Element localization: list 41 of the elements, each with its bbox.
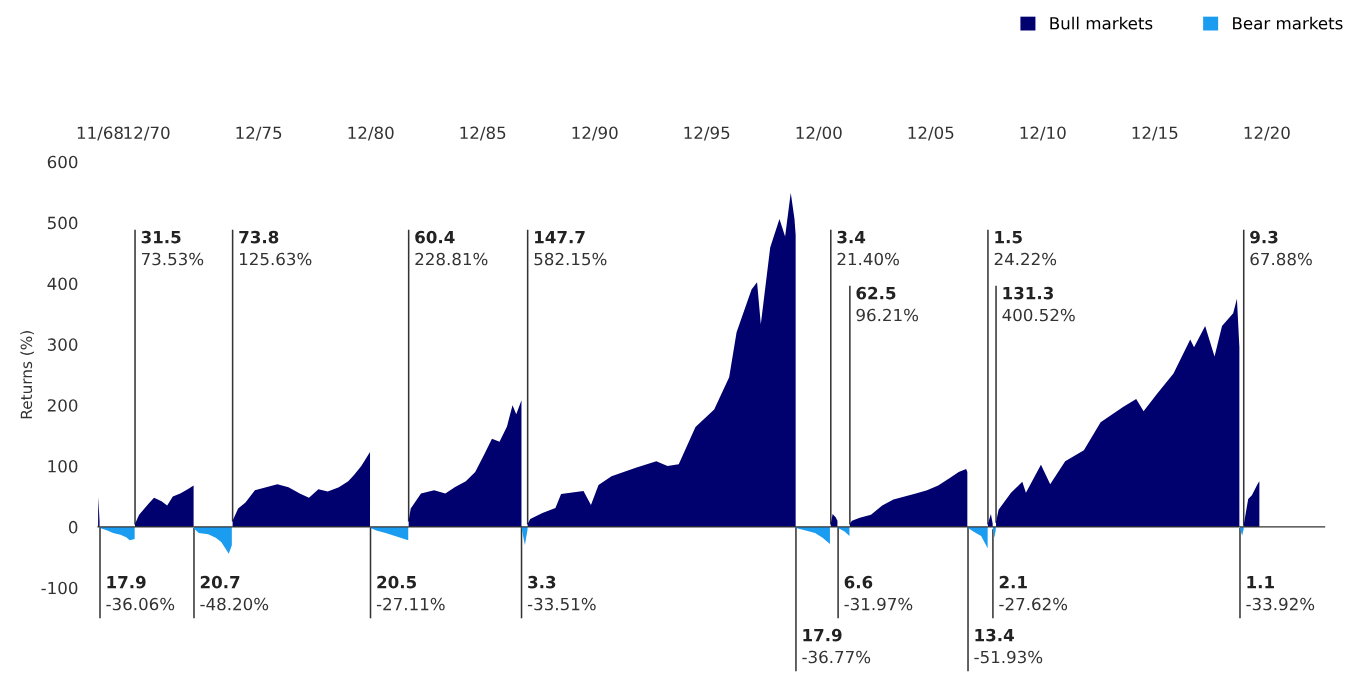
annotation: 17.9 -36.77% (802, 628, 871, 664)
annotation: 20.5 -27.11% (376, 575, 445, 611)
annotation: 3.4 21.40% (837, 230, 899, 266)
y-axis-title: Returns (%) (20, 331, 34, 419)
y-tick-label: 300 (47, 338, 78, 351)
annotation: 73.8 125.63% (239, 230, 312, 266)
y-tick-label: 500 (47, 216, 78, 230)
annotation: 1.1 -33.92% (1246, 576, 1315, 611)
y-tick-label: 200 (47, 399, 78, 412)
annotation: 31.5 73.53% (141, 230, 204, 266)
y-tick-label: 0 (68, 520, 78, 534)
x-tick-label: 12/75 (236, 126, 282, 141)
x-tick-label: 12/20 (1244, 126, 1290, 141)
x-tick-label: 12/85 (460, 126, 506, 141)
annotation: 9.3 67.88% (1250, 230, 1312, 266)
x-tick-label: 12/15 (1132, 126, 1178, 141)
annotation: 60.4 228.81% (415, 230, 488, 266)
y-tick-label: 100 (48, 459, 78, 473)
annotation: 2.1 -27.62% (999, 575, 1068, 611)
x-tick-label: 12/10 (1020, 126, 1066, 141)
annotation: 6.6 -31.97% (844, 575, 913, 611)
annotation: 147.7 582.15% (534, 231, 607, 266)
x-tick-label: 12/70 (124, 126, 170, 141)
annotation: 1.5 24.22% (994, 231, 1057, 266)
annotation: 3.3 -33.51% (527, 575, 596, 611)
y-tick-label: 400 (47, 277, 78, 291)
annotation: 131.3 400.52% (1002, 286, 1075, 322)
legend-label: Bull markets (1050, 16, 1153, 30)
y-tick-label: -100 (41, 581, 78, 595)
annotation: 62.5 96.21% (856, 286, 919, 322)
x-tick-label: 12/00 (796, 126, 842, 141)
x-tick-label: 11/68 (77, 126, 123, 141)
annotation: 20.7 -48.20% (200, 575, 269, 611)
x-tick-label: 12/95 (684, 126, 730, 141)
y-tick-label: 600 (47, 155, 78, 169)
annotation: 13.4 -51.93% (974, 628, 1043, 664)
annotation: 17.9 -36.06% (106, 575, 175, 611)
x-tick-label: 12/90 (572, 126, 618, 141)
x-tick-label: 12/05 (908, 126, 954, 141)
x-tick-label: 12/80 (348, 126, 394, 141)
legend-label: Bear markets (1233, 16, 1343, 30)
